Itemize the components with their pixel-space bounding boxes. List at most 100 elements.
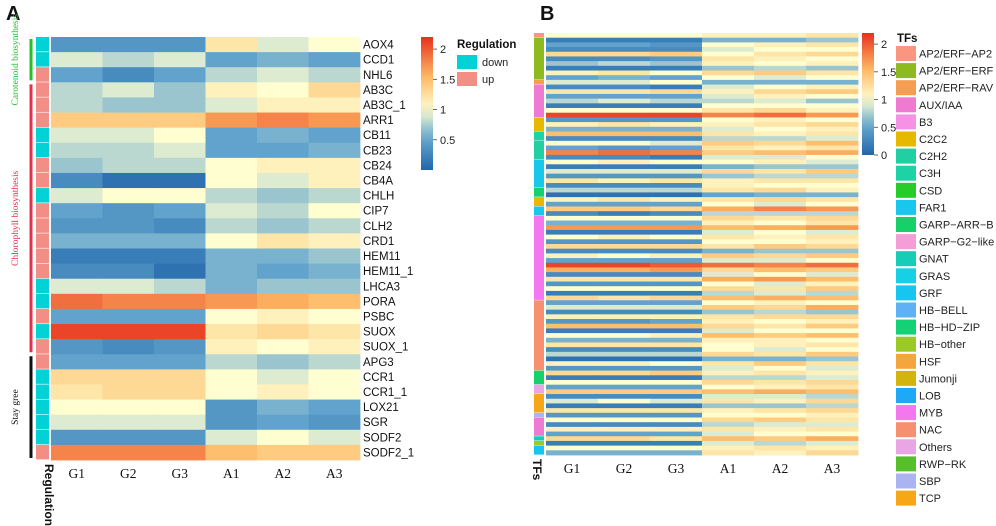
colorbar-tick-label: 0.5 [881, 122, 896, 134]
heatmap-cell [546, 84, 599, 90]
gene-label: CB11 [363, 130, 391, 142]
heatmap-cell [702, 37, 755, 43]
panel-label-b: B [540, 3, 554, 25]
heatmap-cell [205, 97, 258, 113]
legend-swatch [896, 405, 916, 421]
heatmap-cell [650, 412, 703, 418]
heatmap-cell [806, 168, 859, 175]
heatmap-cell [257, 142, 309, 159]
heatmap-cell [702, 234, 755, 240]
tf-annotation-cell [534, 436, 544, 441]
heatmap-cell [546, 89, 599, 95]
heatmap-cell [102, 203, 155, 219]
heatmap-panel-b: G1 G2 G3 A1 A2 A3TFs21.510.50TFsAP2/ERF−AP2AP… [530, 33, 994, 506]
heatmap-cell [650, 61, 703, 67]
heatmap-cell [702, 131, 755, 137]
heatmap-cell [598, 304, 651, 311]
heatmap-cell [806, 206, 859, 212]
heatmap-cell [546, 356, 599, 362]
heatmap-cell [51, 157, 103, 174]
heatmap-cell [702, 93, 755, 100]
heatmap-cell [598, 295, 651, 301]
legend-item-label: up [482, 74, 494, 86]
heatmap-cell [598, 201, 651, 207]
heatmap-cell [650, 229, 703, 236]
heatmap-cell [702, 211, 755, 217]
heatmap-cell [102, 339, 155, 355]
legend-swatch [896, 234, 916, 250]
sample-label: A2 [275, 466, 292, 481]
legend-swatch [896, 422, 916, 438]
heatmap-cell [806, 178, 859, 184]
heatmap-cell [650, 117, 703, 123]
heatmap-cell [546, 192, 599, 198]
heatmap-cell [806, 220, 859, 226]
heatmap-cell [546, 117, 599, 123]
heatmap-cell [650, 281, 703, 287]
heatmap-cell [546, 244, 599, 250]
heatmap-cell [598, 384, 651, 390]
legend-swatch [896, 319, 916, 335]
heatmap-cell [806, 304, 859, 311]
heatmap-cell [546, 365, 599, 371]
colorbar-tick-label: 2 [881, 39, 887, 51]
heatmap-cell [650, 225, 703, 231]
heatmap-cell [598, 98, 651, 104]
heatmap-cell [754, 37, 807, 43]
gene-label: ARR1 [363, 115, 394, 127]
heatmap-cell [598, 211, 651, 217]
heatmap-cell [102, 324, 155, 340]
heatmap-cell [754, 379, 807, 386]
heatmap-cell [308, 67, 361, 83]
heatmap-cell [154, 67, 206, 83]
heatmap-cell [102, 52, 155, 68]
heatmap-cell [754, 225, 807, 231]
heatmap-cell [102, 369, 155, 385]
heatmap-cell [650, 79, 703, 85]
heatmap-cell [702, 225, 755, 231]
tf-annotation-cell [534, 140, 544, 160]
heatmap-cell [546, 412, 599, 418]
heatmap-cell [702, 75, 755, 81]
heatmap-cell [308, 112, 361, 129]
heatmap-cell [154, 218, 206, 234]
heatmap-cell [754, 220, 807, 226]
heatmap-cell [650, 389, 703, 395]
heatmap-cell [702, 290, 755, 296]
heatmap-cell [650, 258, 703, 264]
heatmap-cell [754, 79, 807, 85]
heatmap-cell [754, 281, 807, 287]
heatmap-cell [650, 98, 703, 104]
regulation-cell [36, 233, 49, 248]
heatmap-cell [598, 229, 651, 236]
heatmap-cell [702, 436, 755, 442]
heatmap-cell [754, 122, 807, 128]
heatmap-cell [546, 42, 599, 48]
heatmap-cell [257, 384, 309, 400]
legend-swatch [896, 114, 916, 130]
heatmap-cell [702, 112, 755, 118]
legend-swatch [896, 46, 916, 61]
heatmap-cell [546, 108, 599, 114]
tf-annotation-cell [534, 215, 544, 300]
heatmap-cell [546, 56, 599, 62]
heatmap-cell [754, 145, 807, 151]
heatmap-cell [308, 429, 361, 446]
tf-annotation-cell [534, 412, 544, 418]
heatmap-cell [51, 37, 103, 53]
heatmap-cell [257, 248, 309, 265]
heatmap-cell [51, 369, 103, 385]
heatmap-cell [702, 403, 755, 409]
heatmap-cell [650, 70, 703, 76]
heatmap-cell [806, 365, 859, 371]
heatmap-cell [308, 369, 361, 385]
heatmap-cell [806, 408, 859, 414]
heatmap-cell [650, 159, 703, 165]
heatmap-cell [546, 225, 599, 231]
heatmap-cell [257, 67, 309, 83]
heatmap-cell [702, 370, 755, 376]
heatmap-cell [650, 206, 703, 212]
heatmap-cell [546, 319, 599, 325]
heatmap-cell [51, 293, 103, 310]
heatmap-cell [702, 384, 755, 390]
